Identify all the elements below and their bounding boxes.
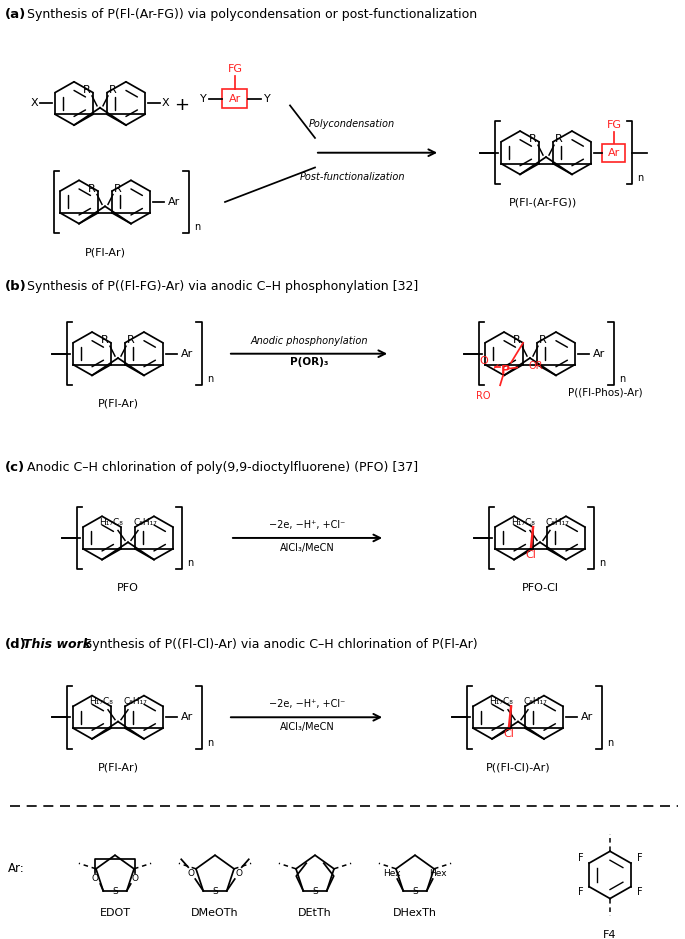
Text: n: n [637, 173, 643, 183]
Text: Hex: Hex [384, 869, 401, 878]
Text: O: O [188, 869, 195, 878]
Text: R: R [513, 335, 521, 346]
Text: Cl: Cl [525, 549, 536, 560]
Text: H₁₇C₈: H₁₇C₈ [89, 698, 113, 706]
Text: X: X [30, 99, 38, 108]
Text: P: P [501, 364, 510, 377]
Text: F: F [577, 886, 584, 897]
Text: Anodic C–H chlorination of poly(9,9-dioctylfluorene) (PFO) [37]: Anodic C–H chlorination of poly(9,9-dioc… [23, 461, 418, 474]
Text: FG: FG [606, 119, 621, 130]
Text: +: + [175, 97, 190, 115]
Text: R: R [109, 85, 117, 95]
Text: Y: Y [264, 94, 271, 103]
Text: RO: RO [476, 391, 490, 401]
FancyBboxPatch shape [223, 89, 247, 108]
Text: P((Fl-Cl)-Ar): P((Fl-Cl)-Ar) [486, 762, 550, 773]
Text: Post-functionalization: Post-functionalization [299, 173, 405, 182]
Text: R: R [88, 184, 96, 193]
Text: DHexTh: DHexTh [393, 908, 437, 918]
Text: O: O [235, 869, 242, 878]
Text: S: S [412, 886, 418, 896]
Text: O: O [92, 873, 99, 883]
Text: n: n [194, 223, 200, 233]
Text: Ar: Ar [581, 713, 593, 722]
Text: S: S [112, 886, 118, 896]
Text: Ar: Ar [181, 713, 193, 722]
Text: H₁₇C₈: H₁₇C₈ [489, 698, 513, 706]
Text: O: O [132, 873, 138, 883]
Text: n: n [207, 375, 213, 384]
Text: DMeOTh: DMeOTh [191, 908, 239, 918]
Text: Synthesis of P(Fl-(Ar-FG)) via polycondensation or post-functionalization: Synthesis of P(Fl-(Ar-FG)) via polyconde… [23, 8, 477, 21]
Text: AlCl₃/MeCN: AlCl₃/MeCN [279, 543, 334, 553]
Text: Ar: Ar [229, 94, 241, 103]
Text: Ar: Ar [608, 147, 620, 158]
Text: C₈H₁₇: C₈H₁₇ [545, 518, 569, 527]
Text: Cl: Cl [503, 729, 514, 739]
Text: : Synthesis of P((Fl-Cl)-Ar) via anodic C–H chlorination of P(Fl-Ar): : Synthesis of P((Fl-Cl)-Ar) via anodic … [76, 639, 477, 652]
Text: EDOT: EDOT [99, 908, 131, 918]
Text: Ar:: Ar: [8, 863, 25, 875]
Text: H₁₇C₈: H₁₇C₈ [511, 518, 535, 527]
Text: R: R [529, 134, 537, 145]
Text: (a): (a) [5, 8, 26, 21]
Text: Hex: Hex [429, 869, 447, 878]
Text: AlCl₃/MeCN: AlCl₃/MeCN [279, 722, 334, 732]
Text: F: F [636, 886, 643, 897]
Text: F: F [577, 854, 584, 863]
Text: FG: FG [227, 64, 242, 74]
Text: S: S [212, 886, 218, 896]
Text: S: S [312, 886, 318, 896]
Text: P(Fl-Ar): P(Fl-Ar) [97, 762, 138, 773]
Text: C₈H₁₇: C₈H₁₇ [133, 518, 157, 527]
Text: P(Fl-Ar): P(Fl-Ar) [97, 399, 138, 408]
Text: R: R [555, 134, 563, 145]
Text: Anodic phosphonylation: Anodic phosphonylation [250, 336, 368, 346]
Text: P(Fl-(Ar-FG)): P(Fl-(Ar-FG)) [509, 198, 577, 208]
Text: R: R [127, 335, 135, 346]
Text: OR: OR [528, 361, 543, 371]
Text: P(OR)₃: P(OR)₃ [290, 357, 328, 366]
Text: (d): (d) [5, 639, 27, 652]
Text: P((Fl-Phos)-Ar): P((Fl-Phos)-Ar) [568, 387, 643, 397]
Text: (b): (b) [5, 280, 27, 293]
Text: n: n [599, 559, 606, 568]
Text: H₁₇C₈: H₁₇C₈ [99, 518, 123, 527]
Text: n: n [607, 738, 613, 747]
Text: P(Fl-Ar): P(Fl-Ar) [84, 247, 125, 257]
Text: n: n [207, 738, 213, 747]
Text: −2e, −H⁺, +Cl⁻: −2e, −H⁺, +Cl⁻ [269, 700, 345, 710]
Text: Synthesis of P((Fl-FG)-Ar) via anodic C–H phosphonylation [32]: Synthesis of P((Fl-FG)-Ar) via anodic C–… [23, 280, 419, 293]
Text: n: n [187, 559, 193, 568]
Text: PFO-Cl: PFO-Cl [521, 583, 558, 593]
Text: Ar: Ar [181, 348, 193, 359]
Text: R: R [114, 184, 122, 193]
Text: Ar: Ar [168, 197, 180, 207]
Text: C₈H₁₇: C₈H₁₇ [123, 698, 147, 706]
Text: −2e, −H⁺, +Cl⁻: −2e, −H⁺, +Cl⁻ [269, 520, 345, 531]
Text: X: X [162, 99, 170, 108]
Text: F4: F4 [603, 930, 616, 939]
Text: n: n [619, 375, 625, 384]
Text: Polycondensation: Polycondensation [309, 119, 395, 130]
Text: R: R [83, 85, 91, 95]
Text: (c): (c) [5, 461, 25, 474]
Text: R: R [101, 335, 109, 346]
Text: C₈H₁₇: C₈H₁₇ [523, 698, 547, 706]
FancyBboxPatch shape [603, 144, 625, 162]
Text: O: O [479, 356, 488, 365]
Text: Ar: Ar [593, 348, 605, 359]
Text: This work: This work [23, 639, 91, 652]
Text: F: F [636, 854, 643, 863]
Text: R: R [539, 335, 547, 346]
Text: DEtTh: DEtTh [298, 908, 332, 918]
Text: PFO: PFO [117, 583, 139, 593]
Text: Y: Y [199, 94, 206, 103]
